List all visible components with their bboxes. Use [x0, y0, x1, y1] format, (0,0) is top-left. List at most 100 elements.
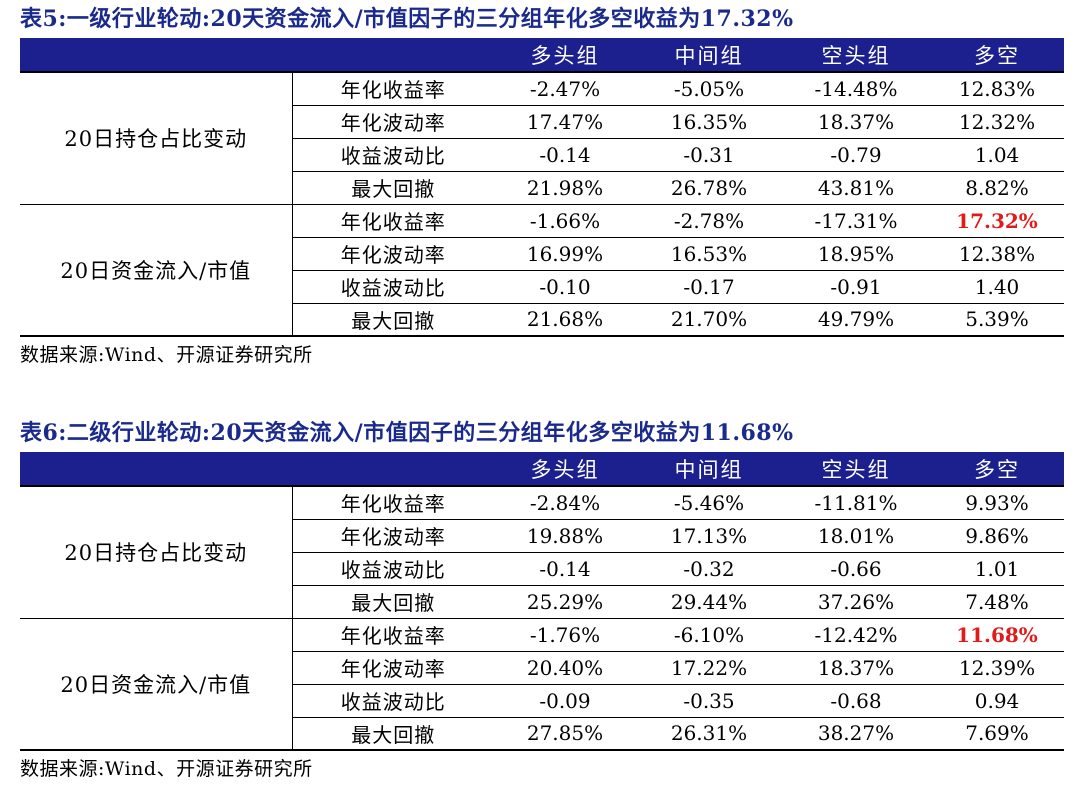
table-cell: 29.44% — [636, 585, 782, 619]
header-long-group: 多头组 — [494, 452, 636, 487]
group-label: 20日持仓占比变动 — [20, 72, 293, 205]
header-long-group: 多头组 — [494, 38, 636, 73]
table-cell: 26.31% — [636, 717, 782, 751]
table-cell: 5.39% — [930, 303, 1064, 337]
metric-label: 最大回撤 — [292, 303, 494, 337]
highlighted-cell: 17.32% — [930, 204, 1064, 238]
table-cell: 1.04 — [930, 138, 1064, 172]
table-cell: -1.76% — [494, 618, 636, 652]
metric-label: 年化收益率 — [292, 486, 494, 520]
table6: 多头组 中间组 空头组 多空 20日持仓占比变动 年化收益率 -2.84% -5… — [20, 452, 1064, 751]
header-long-short: 多空 — [930, 452, 1064, 487]
table-cell: -5.46% — [636, 486, 782, 520]
header-blank — [20, 38, 292, 73]
group-label: 20日资金流入/市值 — [20, 204, 293, 337]
metric-label: 年化波动率 — [292, 651, 494, 685]
metric-label: 收益波动比 — [292, 552, 494, 586]
table-row: 年化波动率 17.47% 16.35% 18.37% 12.32% — [20, 105, 1064, 139]
table-cell: 12.38% — [930, 237, 1064, 271]
header-middle-group: 中间组 — [636, 38, 782, 73]
table-row: 最大回撤 27.85% 26.31% 38.27% 7.69% — [20, 717, 1064, 751]
table-cell: 7.69% — [930, 717, 1064, 751]
table-cell: 26.78% — [636, 171, 782, 205]
table6-title: 表6:二级行业轮动:20天资金流入/市值因子的三分组年化多空收益为11.68% — [20, 420, 794, 446]
table-row: 最大回撤 25.29% 29.44% 37.26% 7.48% — [20, 585, 1064, 619]
table-row: 20日持仓占比变动 年化收益率 -2.47% -5.05% -14.48% 12… — [20, 72, 1064, 205]
table5-block: 表5:一级行业轮动:20天资金流入/市值因子的三分组年化多空收益为17.32% … — [20, 0, 1064, 373]
table-cell: -0.66 — [782, 552, 930, 586]
table-cell: 8.82% — [930, 171, 1064, 205]
table-cell: 18.37% — [782, 105, 930, 139]
table-cell: -17.31% — [782, 204, 930, 238]
table-cell: -0.35 — [636, 684, 782, 718]
table-cell: 17.13% — [636, 519, 782, 553]
table-row: 收益波动比 -0.14 -0.32 -0.66 1.01 — [20, 552, 1064, 586]
table-cell: -0.32 — [636, 552, 782, 586]
header-short-group: 空头组 — [782, 38, 930, 73]
table-cell: -11.81% — [782, 486, 930, 520]
table-cell: -0.17 — [636, 270, 782, 304]
table5: 多头组 中间组 空头组 多空 20日持仓占比变动 年化收益率 -2.47% -5… — [20, 38, 1064, 337]
table-cell: -0.31 — [636, 138, 782, 172]
table5-source: 数据来源:Wind、开源证券研究所 — [20, 344, 313, 366]
table-cell: 1.40 — [930, 270, 1064, 304]
table-row: 年化波动率 20.40% 17.22% 18.37% 12.39% — [20, 651, 1064, 685]
table-cell: 7.48% — [930, 585, 1064, 619]
table-cell: -6.10% — [636, 618, 782, 652]
table-cell: -0.79 — [782, 138, 930, 172]
table-cell: 18.95% — [782, 237, 930, 271]
table-cell: -2.78% — [636, 204, 782, 238]
metric-label: 收益波动比 — [292, 270, 494, 304]
header-short-group: 空头组 — [782, 452, 930, 487]
table-row: 收益波动比 -0.10 -0.17 -0.91 1.40 — [20, 270, 1064, 304]
table5-header-row: 多头组 中间组 空头组 多空 — [20, 38, 1064, 73]
table-cell: 12.32% — [930, 105, 1064, 139]
table-cell: -0.10 — [494, 270, 636, 304]
header-blank — [292, 452, 494, 487]
header-blank — [292, 38, 494, 73]
metric-label: 最大回撤 — [292, 717, 494, 751]
table-cell: 49.79% — [782, 303, 930, 337]
table-cell: 20.40% — [494, 651, 636, 685]
table-row: 年化波动率 16.99% 16.53% 18.95% 12.38% — [20, 237, 1064, 271]
table-cell: -2.47% — [494, 72, 636, 106]
table-cell: 9.86% — [930, 519, 1064, 553]
table-cell: 38.27% — [782, 717, 930, 751]
table-row: 收益波动比 -0.09 -0.35 -0.68 0.94 — [20, 684, 1064, 718]
table-cell: 16.53% — [636, 237, 782, 271]
table6-block: 表6:二级行业轮动:20天资金流入/市值因子的三分组年化多空收益为11.68% … — [20, 414, 1064, 787]
table-cell: 21.70% — [636, 303, 782, 337]
metric-label: 年化波动率 — [292, 519, 494, 553]
metric-label: 收益波动比 — [292, 684, 494, 718]
table-cell: 17.47% — [494, 105, 636, 139]
table-cell: -0.14 — [494, 552, 636, 586]
table-cell: 43.81% — [782, 171, 930, 205]
metric-label: 最大回撤 — [292, 585, 494, 619]
table-cell: 16.35% — [636, 105, 782, 139]
table-cell: 0.94 — [930, 684, 1064, 718]
table-cell: 17.22% — [636, 651, 782, 685]
metric-label: 收益波动比 — [292, 138, 494, 172]
metric-label: 年化收益率 — [292, 72, 494, 106]
table-cell: 18.37% — [782, 651, 930, 685]
table-row: 最大回撤 21.68% 21.70% 49.79% 5.39% — [20, 303, 1064, 337]
table-cell: -14.48% — [782, 72, 930, 106]
metric-label: 年化收益率 — [292, 204, 494, 238]
table-cell: -12.42% — [782, 618, 930, 652]
table-cell: 1.01 — [930, 552, 1064, 586]
table-cell: 27.85% — [494, 717, 636, 751]
table-cell: -0.91 — [782, 270, 930, 304]
table-cell: -0.09 — [494, 684, 636, 718]
table6-header-row: 多头组 中间组 空头组 多空 — [20, 452, 1064, 487]
table-cell: -1.66% — [494, 204, 636, 238]
table-cell: 19.88% — [494, 519, 636, 553]
header-middle-group: 中间组 — [636, 452, 782, 487]
header-blank — [20, 452, 292, 487]
table-cell: 16.99% — [494, 237, 636, 271]
table-cell: 21.68% — [494, 303, 636, 337]
table-cell: 12.83% — [930, 72, 1064, 106]
metric-label: 年化波动率 — [292, 237, 494, 271]
metric-label: 年化波动率 — [292, 105, 494, 139]
table-cell: -2.84% — [494, 486, 636, 520]
group-label: 20日资金流入/市值 — [20, 618, 293, 751]
